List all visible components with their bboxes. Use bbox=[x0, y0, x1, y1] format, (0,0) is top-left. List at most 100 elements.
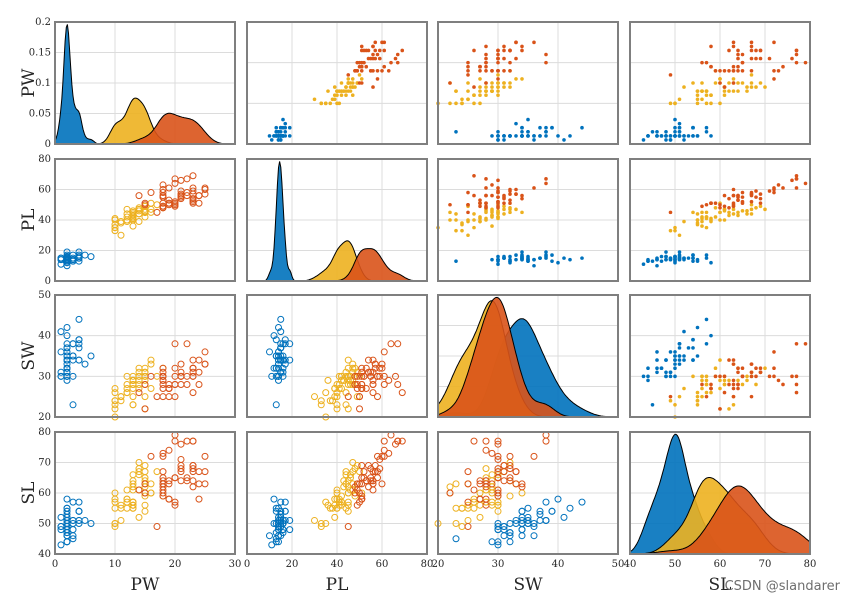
point-virginica bbox=[165, 380, 173, 388]
point-virginica bbox=[767, 189, 772, 193]
point-virginica bbox=[484, 64, 488, 69]
point-setosa bbox=[695, 134, 700, 138]
point-versicolor bbox=[448, 210, 452, 215]
point-versicolor bbox=[356, 468, 363, 476]
point-virginica bbox=[506, 474, 514, 482]
point-setosa bbox=[668, 374, 673, 379]
point-versicolor bbox=[704, 101, 709, 106]
point-versicolor bbox=[338, 372, 345, 380]
point-virginica bbox=[353, 385, 361, 393]
point-versicolor bbox=[484, 216, 488, 221]
point-versicolor bbox=[754, 206, 758, 210]
point-versicolor bbox=[331, 385, 339, 393]
panel-frame bbox=[246, 294, 428, 418]
point-versicolor bbox=[520, 210, 524, 215]
point-virginica bbox=[731, 386, 736, 391]
point-virginica bbox=[189, 364, 197, 372]
point-virginica bbox=[482, 446, 490, 454]
point-virginica bbox=[371, 468, 379, 476]
point-versicolor bbox=[700, 374, 704, 379]
point-versicolor bbox=[695, 218, 700, 222]
point-setosa bbox=[659, 134, 664, 138]
point-versicolor bbox=[691, 210, 695, 215]
y-tick-label: 40 bbox=[38, 215, 51, 226]
y-tick-label: 0.15 bbox=[29, 48, 51, 59]
point-virginica bbox=[358, 364, 366, 372]
point-setosa bbox=[544, 130, 548, 134]
point-setosa bbox=[673, 130, 677, 134]
point-versicolor bbox=[472, 225, 476, 230]
point-setosa bbox=[275, 364, 282, 372]
point-virginica bbox=[466, 69, 470, 73]
point-versicolor bbox=[333, 486, 341, 494]
panel-SL-vs-PL bbox=[246, 431, 428, 555]
point-setosa bbox=[272, 538, 280, 546]
point-versicolor bbox=[496, 215, 500, 219]
point-virginica bbox=[749, 69, 754, 73]
point-virginica bbox=[358, 380, 366, 388]
point-setosa bbox=[272, 336, 280, 344]
point-virginica bbox=[776, 183, 781, 187]
point-virginica bbox=[722, 390, 727, 395]
panel-PL-vs-PW bbox=[54, 158, 236, 282]
point-virginica bbox=[189, 172, 197, 180]
point-versicolor bbox=[745, 209, 749, 213]
point-virginica bbox=[740, 374, 745, 379]
point-setosa bbox=[673, 374, 677, 379]
point-versicolor bbox=[351, 364, 359, 372]
point-setosa bbox=[277, 340, 285, 348]
point-setosa bbox=[677, 342, 682, 346]
point-virginica bbox=[183, 380, 191, 388]
point-setosa bbox=[682, 358, 686, 362]
point-setosa bbox=[538, 134, 542, 138]
point-setosa bbox=[275, 324, 282, 332]
panel-frame bbox=[54, 21, 236, 145]
point-versicolor bbox=[326, 89, 330, 93]
y-tick-label: 40 bbox=[38, 549, 51, 560]
point-virginica bbox=[776, 69, 781, 73]
point-virginica bbox=[494, 452, 502, 460]
point-setosa bbox=[275, 356, 282, 364]
point-setosa bbox=[641, 374, 646, 379]
point-virginica bbox=[376, 364, 384, 372]
point-setosa bbox=[664, 130, 668, 134]
point-virginica bbox=[803, 181, 808, 186]
point-versicolor bbox=[141, 368, 149, 376]
x-axis-label-PL: PL bbox=[326, 575, 349, 595]
point-setosa bbox=[63, 256, 71, 264]
panel-PL-vs-PL bbox=[246, 158, 428, 282]
point-virginica bbox=[514, 187, 518, 192]
point-virginica bbox=[153, 208, 161, 216]
x-tick-label: 60 bbox=[714, 559, 727, 570]
point-setosa bbox=[281, 117, 285, 122]
point-versicolor bbox=[338, 498, 345, 506]
point-virginica bbox=[141, 199, 149, 207]
point-virginica bbox=[794, 48, 799, 53]
point-setosa bbox=[269, 138, 274, 142]
point-virginica bbox=[374, 372, 381, 380]
y-axis-label-SW: SW bbox=[19, 341, 39, 371]
point-setosa bbox=[704, 130, 709, 134]
point-virginica bbox=[177, 360, 185, 368]
point-setosa bbox=[677, 121, 682, 126]
point-versicolor bbox=[502, 85, 506, 89]
point-setosa bbox=[508, 254, 512, 259]
point-virginica bbox=[195, 380, 203, 388]
point-setosa bbox=[524, 504, 532, 512]
point-versicolor bbox=[496, 89, 500, 93]
point-versicolor bbox=[129, 483, 137, 491]
point-virginica bbox=[189, 187, 197, 195]
point-setosa bbox=[554, 495, 562, 503]
point-virginica bbox=[177, 465, 185, 473]
point-virginica bbox=[189, 184, 197, 192]
point-versicolor bbox=[682, 85, 686, 89]
point-virginica bbox=[749, 48, 754, 53]
point-virginica bbox=[159, 189, 167, 197]
point-setosa bbox=[691, 358, 695, 362]
point-virginica bbox=[380, 372, 388, 380]
point-virginica bbox=[508, 69, 512, 73]
point-virginica bbox=[781, 382, 785, 387]
point-setosa bbox=[709, 260, 713, 265]
point-versicolor bbox=[326, 504, 334, 512]
point-virginica bbox=[478, 201, 482, 206]
